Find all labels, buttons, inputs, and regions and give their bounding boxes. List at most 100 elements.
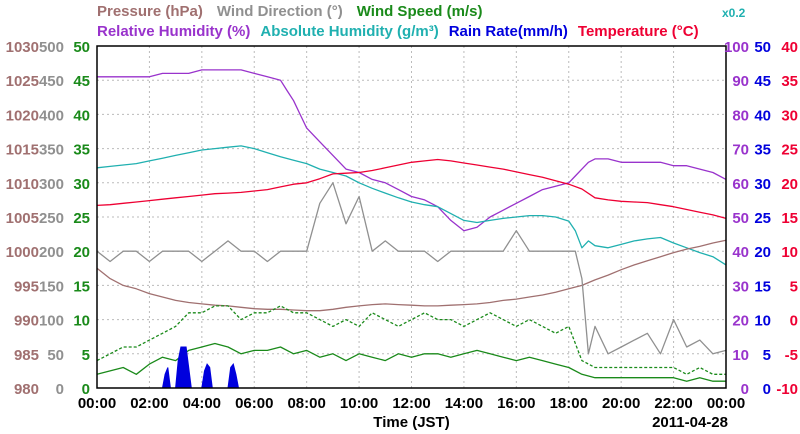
pressure-tick-label: 1000 <box>6 244 39 261</box>
wind-direction-tick-label: 300 <box>39 176 64 193</box>
x-tick-label: 00:00 <box>707 395 745 412</box>
right-axes: 0102030405060708090100051015202530354045… <box>724 39 798 398</box>
rain-rate-tick-label: 30 <box>754 176 771 193</box>
wind-speed-tick-label: 0 <box>82 381 90 398</box>
x-tick-label: 00:00 <box>78 395 116 412</box>
x-tick-label: 12:00 <box>392 395 430 412</box>
pressure-tick-label: 985 <box>14 347 39 364</box>
series-relative-humidity <box>97 69 727 232</box>
rain-rate-tick-label: 10 <box>754 313 771 330</box>
wind-speed-tick-label: 5 <box>82 347 90 364</box>
pressure-tick-label: 995 <box>14 278 39 295</box>
wind-direction-tick-label: 100 <box>39 313 64 330</box>
x-axis-label: Time (JST) <box>373 414 449 431</box>
temperature-tick-label: 5 <box>790 278 798 295</box>
date-label: 2011-04-28 <box>652 414 728 431</box>
pressure-tick-label: 1025 <box>6 73 39 90</box>
wind-direction-tick-label: 200 <box>39 244 64 261</box>
wind-speed-tick-label: 15 <box>73 278 90 295</box>
series-rain-rate <box>161 346 240 389</box>
legend-label-relative-humidity-: Relative Humidity (%) <box>97 23 250 40</box>
relative-humidity-tick-label: 0 <box>741 381 749 398</box>
temperature-tick-label: 0 <box>790 313 798 330</box>
grid <box>97 46 726 388</box>
relative-humidity-tick-label: 50 <box>732 210 749 227</box>
wind-speed-tick-label: 35 <box>73 142 90 159</box>
wind-speed-tick-label: 20 <box>73 244 90 261</box>
series-wind-speed-gust <box>96 305 726 375</box>
wind-direction-tick-label: 250 <box>39 210 64 227</box>
pressure-tick-label: 1010 <box>6 176 39 193</box>
series-wind-direction <box>96 182 727 355</box>
wind-direction-tick-label: 500 <box>39 39 64 56</box>
legend-label-absolute-humidity-g-m-: Absolute Humidity (g/m³) <box>260 23 438 40</box>
x-axis: 00:00 02:00 04:00 06:00 08:00 10:00 12:00 14:00… <box>78 395 745 431</box>
wind-speed-tick-label: 10 <box>73 313 90 330</box>
plot-frame <box>96 45 727 389</box>
rain-rate-tick-label: 5 <box>763 347 771 364</box>
relative-humidity-tick-label: 30 <box>732 278 749 295</box>
series-temperature <box>96 158 727 220</box>
temperature-tick-label: -10 <box>776 381 798 398</box>
rain-rate-tick-label: 40 <box>754 107 771 124</box>
x-tick-label: 18:00 <box>550 395 588 412</box>
wind-speed-tick-label: 25 <box>73 210 90 227</box>
legend-label-wind-speed-m-s-: Wind Speed (m/s) <box>357 3 483 20</box>
left-axes: 9809859909951000100510101015102010251030… <box>6 39 90 398</box>
pressure-tick-label: 990 <box>14 313 39 330</box>
temperature-tick-label: 35 <box>781 73 798 90</box>
rain-rate-tick-label: 25 <box>754 210 771 227</box>
temperature-tick-label: 40 <box>781 39 798 56</box>
wind-direction-tick-label: 50 <box>47 347 64 364</box>
rain-rate-tick-label: 15 <box>754 278 771 295</box>
wind-direction-tick-label: 450 <box>39 73 64 90</box>
relative-humidity-tick-label: 60 <box>732 176 749 193</box>
x-tick-label: 02:00 <box>130 395 168 412</box>
x-tick-label: 14:00 <box>445 395 483 412</box>
relative-humidity-tick-label: 100 <box>724 39 749 56</box>
rain-rate-tick-label: 35 <box>754 142 771 159</box>
x-tick-label: 16:00 <box>497 395 535 412</box>
temperature-tick-label: 20 <box>781 176 798 193</box>
x-tick-label: 08:00 <box>287 395 325 412</box>
rain-rate-tick-label: 45 <box>754 73 771 90</box>
series-pressure <box>96 239 727 312</box>
x-tick-label: 06:00 <box>235 395 273 412</box>
wind-direction-tick-label: 400 <box>39 107 64 124</box>
relative-humidity-tick-label: 10 <box>732 347 749 364</box>
legend-label-pressure-hpa-: Pressure (hPa) <box>97 3 203 20</box>
rain-scale-note: x0.2 <box>722 6 746 20</box>
legend-label-rain-rate-mm-h-: Rain Rate(mm/h) <box>449 23 568 40</box>
wind-direction-tick-label: 0 <box>56 381 64 398</box>
temperature-tick-label: 10 <box>781 244 798 261</box>
pressure-tick-label: 1005 <box>6 210 39 227</box>
wind-speed-tick-label: 40 <box>73 107 90 124</box>
x-tick-label: 10:00 <box>340 395 378 412</box>
legend-label-temperature-c-: Temperature (°C) <box>578 23 699 40</box>
temperature-tick-label: 30 <box>781 107 798 124</box>
x-tick-label: 22:00 <box>654 395 692 412</box>
x-tick-label: 20:00 <box>602 395 640 412</box>
relative-humidity-tick-label: 90 <box>732 73 749 90</box>
rain-rate-tick-label: 20 <box>754 244 771 261</box>
rain-rate-tick-label: 0 <box>763 381 771 398</box>
wind-speed-tick-label: 30 <box>73 176 90 193</box>
pressure-tick-label: 1030 <box>6 39 39 56</box>
wind-direction-tick-label: 150 <box>39 278 64 295</box>
relative-humidity-tick-label: 20 <box>732 313 749 330</box>
relative-humidity-tick-label: 70 <box>732 142 749 159</box>
pressure-tick-label: 1015 <box>6 142 39 159</box>
wind-direction-tick-label: 350 <box>39 142 64 159</box>
series-wind-speed <box>96 342 726 382</box>
wind-speed-tick-label: 50 <box>73 39 90 56</box>
relative-humidity-tick-label: 40 <box>732 244 749 261</box>
pressure-tick-label: 980 <box>14 381 39 398</box>
relative-humidity-tick-label: 80 <box>732 107 749 124</box>
legend-label-wind-direction-: Wind Direction (°) <box>217 3 343 20</box>
series-absolute-humidity <box>96 145 727 266</box>
temperature-tick-label: 15 <box>781 210 798 227</box>
rain-rate-tick-label: 50 <box>754 39 771 56</box>
temperature-tick-label: -5 <box>785 347 798 364</box>
temperature-tick-label: 25 <box>781 142 798 159</box>
